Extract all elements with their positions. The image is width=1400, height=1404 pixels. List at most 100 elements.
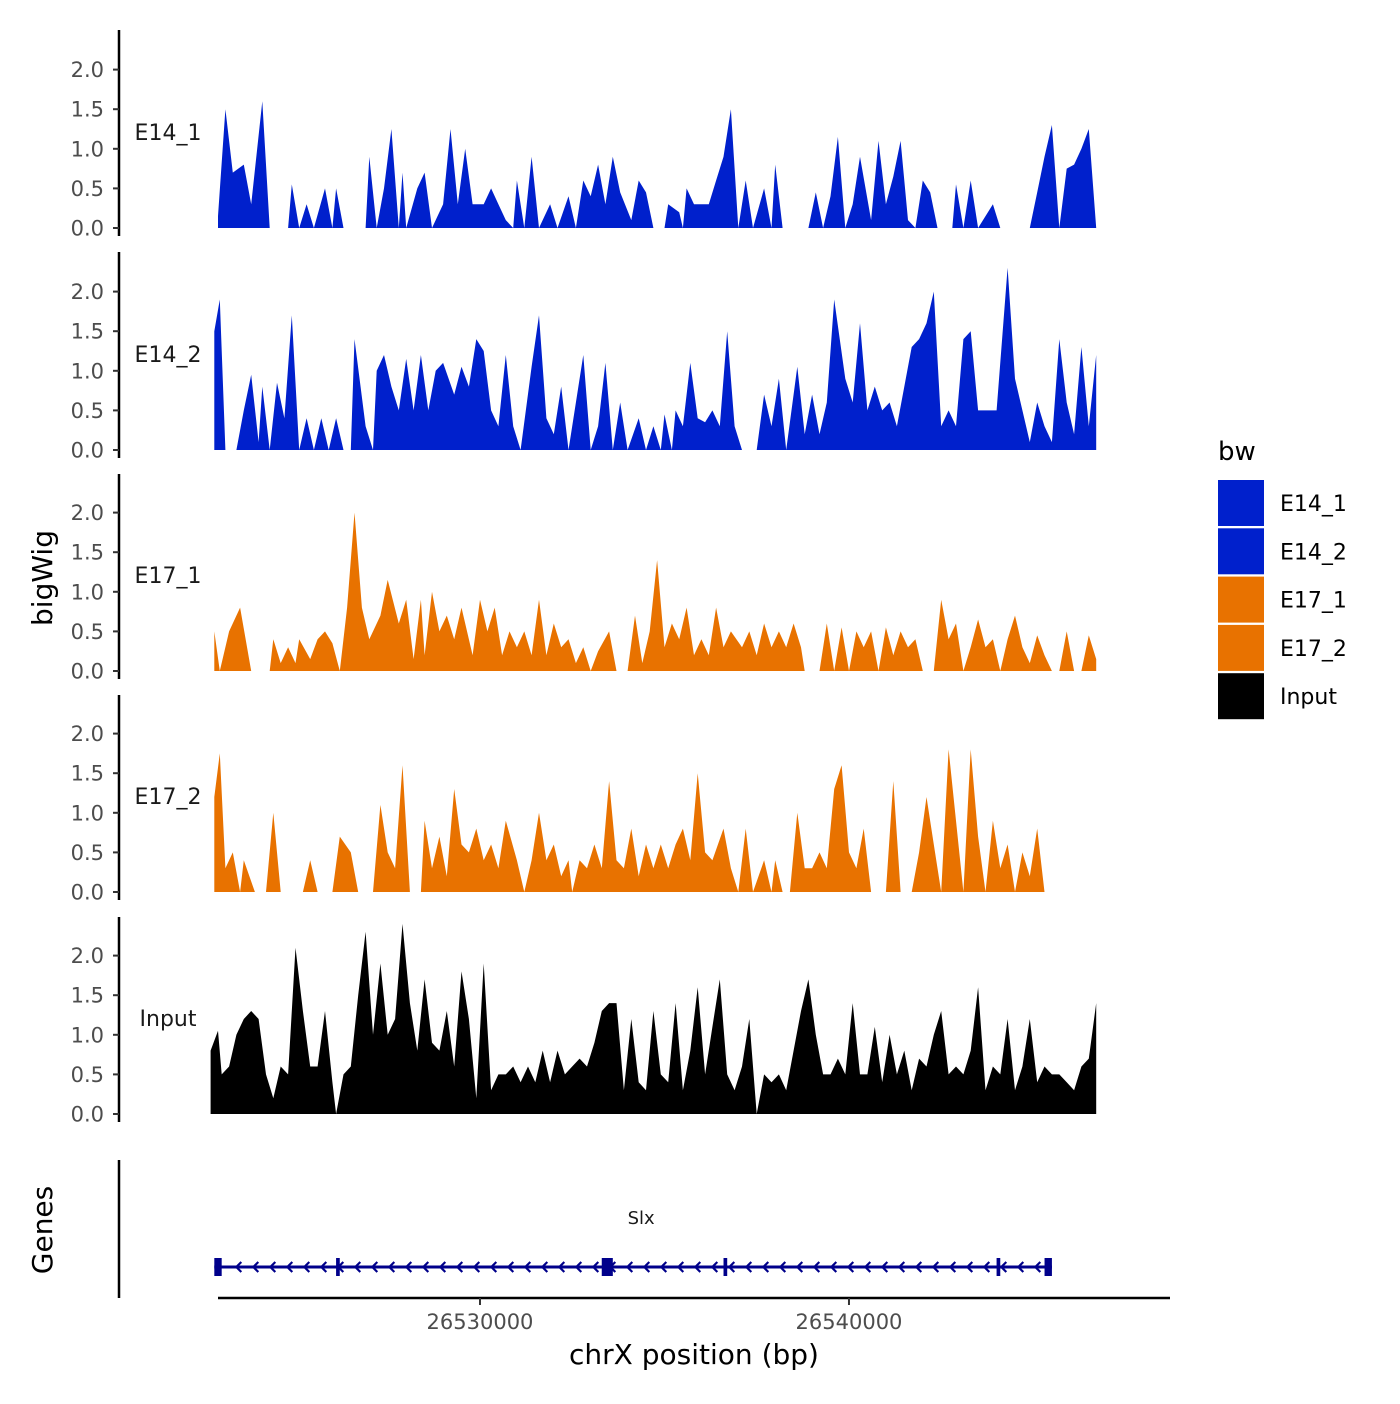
exon-block [336,1258,340,1276]
strand-arrow [557,1261,566,1273]
strand-arrow [744,1261,753,1273]
strand-arrow [727,1261,736,1273]
exon-block [723,1258,728,1276]
strand-arrow [1033,1261,1042,1273]
legend-label-Input: Input [1280,685,1337,710]
strand-arrow [1016,1261,1025,1273]
legend-swatch-Input [1218,673,1264,720]
legend-swatch-E14_1 [1218,480,1264,526]
strand-arrow [829,1261,838,1273]
track-E14_1: E14_1 [135,101,1097,228]
y-tick-label: 1.0 [71,801,104,825]
y-tick-label: 2.0 [71,58,104,82]
track-E17_2: E17_2 [135,749,1045,892]
y-tick-label: 1.0 [71,137,104,161]
strand-arrow [251,1261,260,1273]
strand-arrow [710,1261,719,1273]
strand-arrow [931,1261,940,1273]
strand-arrow [659,1261,668,1273]
strand-arrow [676,1261,685,1273]
strand-arrow [421,1261,430,1273]
exon-block [214,1258,222,1276]
coverage-area-E17_1 [214,512,1097,671]
strand-arrow [761,1261,770,1273]
legend-label-E14_2: E14_2 [1280,540,1347,565]
track-E14_2: E14_2 [135,267,1097,450]
y-axis-title: bigWig [26,530,59,626]
strand-arrow [234,1261,243,1273]
strand-arrow [812,1261,821,1273]
y-tick-label: 2.0 [71,944,104,968]
coverage-area-E17_2 [214,749,1045,892]
legend-swatch-E17_1 [1218,576,1264,623]
y-tick-label: 2.0 [71,501,104,525]
y-tick-label: 0.5 [71,1063,104,1087]
y-tick-label: 0.0 [71,660,104,684]
legend-label-E14_1: E14_1 [1280,492,1347,517]
y-tick-label: 1.5 [71,98,104,122]
strand-arrow [404,1261,413,1273]
strand-arrow [880,1261,889,1273]
strand-arrow [693,1261,702,1273]
strand-arrow [455,1261,464,1273]
strand-arrow [540,1261,549,1273]
strand-arrow [778,1261,787,1273]
track-label-Input: Input [140,1007,197,1032]
y-tick-label: 1.0 [71,580,104,604]
strand-arrow [387,1261,396,1273]
strand-arrow [268,1261,277,1273]
track-E17_1: E17_1 [135,512,1097,671]
strand-arrow [965,1261,974,1273]
y-tick-label: 0.5 [71,177,104,201]
coverage-area-E14_1 [218,101,1097,228]
y-tick-label: 1.0 [71,1023,104,1047]
strand-arrow [999,1261,1008,1273]
x-tick-label: 26530000 [427,1310,534,1334]
exon-block [1044,1258,1052,1276]
y-tick-label: 0.0 [71,217,104,241]
legend-label-E17_1: E17_1 [1280,589,1347,614]
legend-label-E17_2: E17_2 [1280,637,1347,662]
y-tick-label: 2.0 [71,280,104,304]
strand-arrow [438,1261,447,1273]
strand-arrow [574,1261,583,1273]
legend: bw E14_1 E14_2 E17_1 E17_2 Input [1218,437,1347,720]
legend-swatch-E17_2 [1218,624,1264,671]
strand-arrow [319,1261,328,1273]
strand-arrow [642,1261,651,1273]
y-tick-label: 0.0 [71,1103,104,1127]
legend-title: bw [1218,437,1256,467]
strand-arrow [948,1261,957,1273]
y-tick-label: 1.5 [71,320,104,344]
y-tick-label: 0.0 [71,881,104,905]
strand-arrow [846,1261,855,1273]
track-label-E17_2: E17_2 [135,785,202,810]
y-tick-label: 2.0 [71,722,104,746]
y-tick-label: 1.0 [71,359,104,383]
gene-Slx: Slx [214,1208,1052,1276]
y-tick-label: 1.5 [71,541,104,565]
strand-arrow [863,1261,872,1273]
strand-arrow [982,1261,991,1273]
strand-arrow [914,1261,923,1273]
strand-arrow [625,1261,634,1273]
y-tick-label: 0.5 [71,841,104,865]
gene-label: Slx [628,1208,655,1229]
y-tick-label: 0.0 [71,439,104,463]
strand-arrow [370,1261,379,1273]
y-tick-label: 1.5 [71,762,104,786]
y-tick-label: 1.5 [71,984,104,1008]
x-tick-label: 26540000 [796,1310,903,1334]
track-label-E14_2: E14_2 [135,343,202,368]
strand-arrow [472,1261,481,1273]
genes-axis-title: Genes [26,1186,59,1274]
y-tick-label: 0.5 [71,399,104,423]
track-label-E14_1: E14_1 [135,121,202,146]
strand-arrow [353,1261,362,1273]
strand-arrow [523,1261,532,1273]
strand-arrow [795,1261,804,1273]
legend-swatch-E14_2 [1218,528,1264,575]
x-axis-title: chrX position (bp) [569,1338,819,1371]
